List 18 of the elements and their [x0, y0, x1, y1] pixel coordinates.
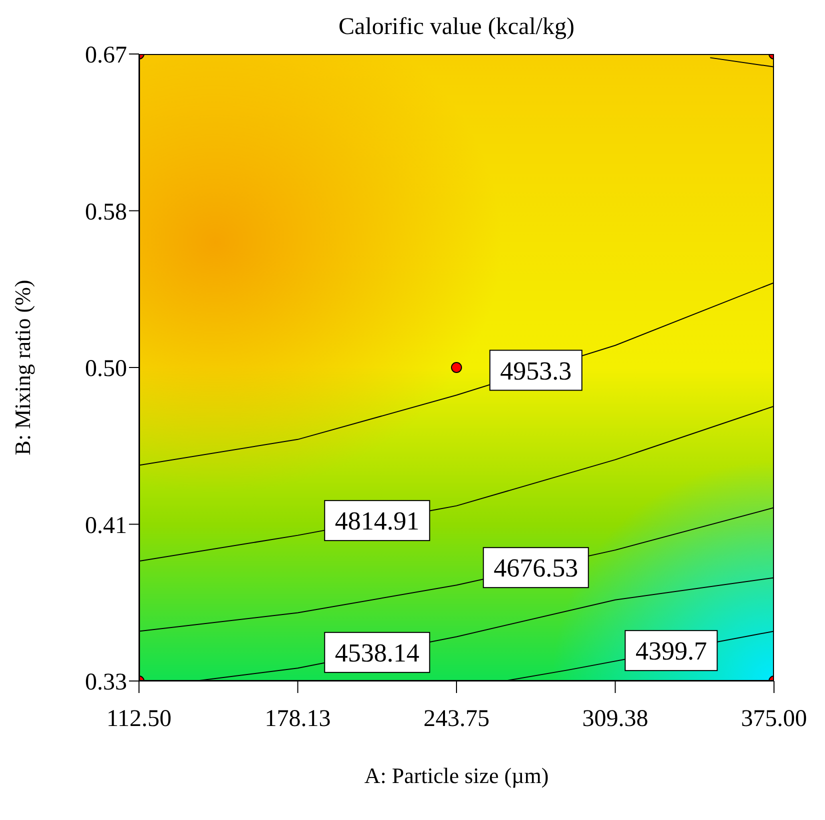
series-label: 4399.7 [635, 636, 707, 666]
y-axis-title: B: Mixing ratio (%) [10, 280, 35, 456]
y-tick-label: 0.50 [85, 356, 127, 382]
x-tick-label: 309.38 [582, 706, 648, 732]
x-axis-title: A: Particle size (µm) [364, 763, 549, 788]
chart-title: Calorific value (kcal/kg) [338, 14, 576, 41]
x-tick-label: 112.50 [106, 706, 172, 732]
y-tick-label: 0.41 [85, 512, 127, 539]
x-tick-label: 375.00 [741, 706, 807, 732]
y-tick-label: 0.33 [85, 670, 127, 696]
series-label: 4953.3 [500, 356, 572, 386]
series-label: 4814.91 [334, 506, 420, 536]
series-label: 4676.53 [494, 554, 578, 583]
series-label: 4538.14 [334, 638, 420, 668]
x-tick-label: 178.13 [264, 706, 331, 732]
x-tick-label: 243.75 [424, 706, 490, 732]
y-tick-label: 0.67 [85, 42, 127, 69]
y-tick-label: 0.58 [85, 199, 127, 226]
